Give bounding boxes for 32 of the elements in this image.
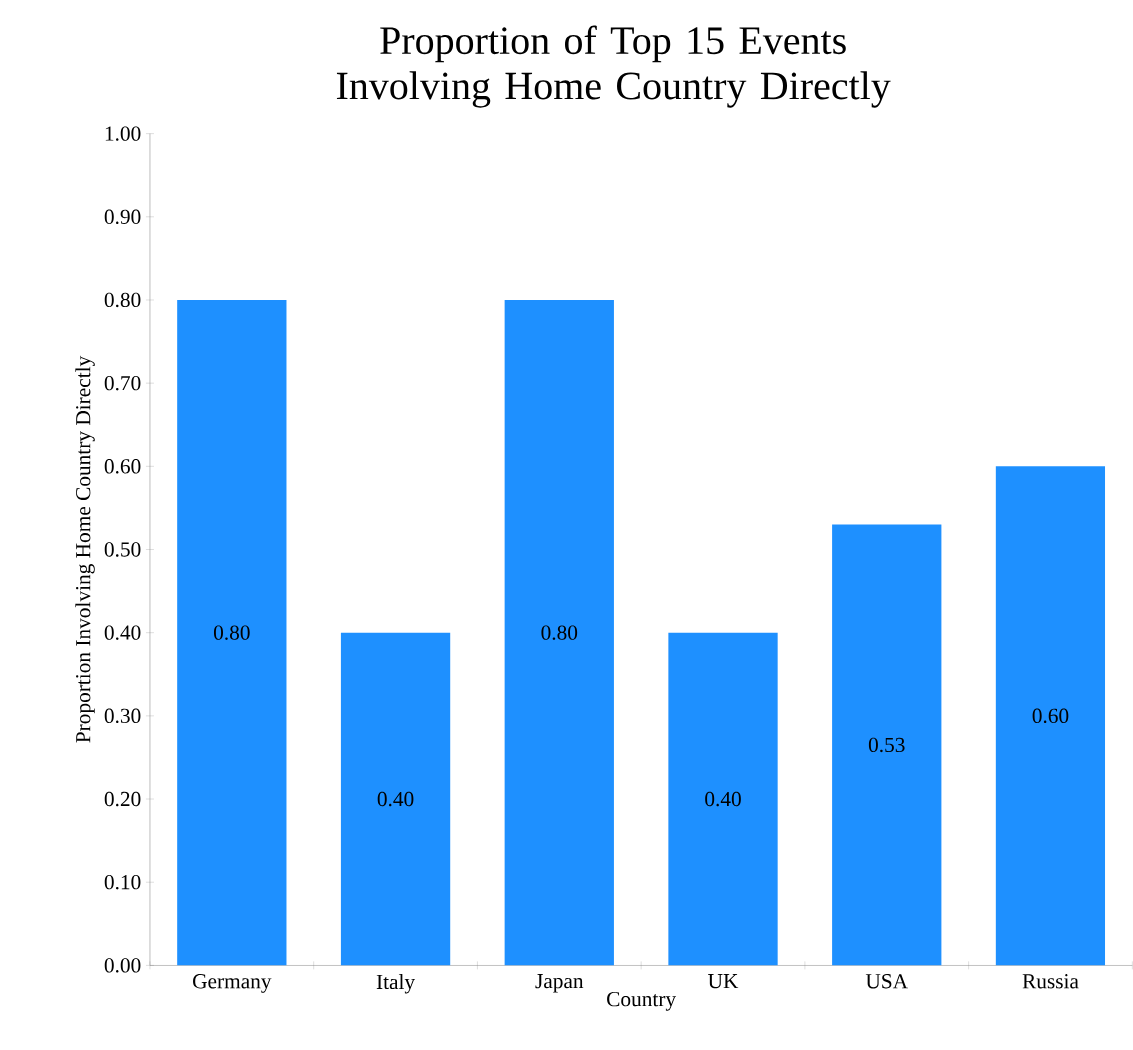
x-tick-label: UK	[708, 973, 739, 989]
y-tick-label: 0.10	[104, 874, 141, 890]
x-tick-label: Russia	[1022, 973, 1079, 989]
bar	[504, 299, 614, 966]
data-label: 0.80	[213, 625, 250, 640]
bar	[995, 466, 1106, 966]
data-label: 0.80	[541, 625, 578, 640]
y-tick-label: 0.50	[104, 542, 141, 557]
chart-title: Proportion of Top 15 Events Involving Home Country Directly	[336, 25, 891, 108]
bar	[668, 632, 778, 966]
data-label: 0.60	[1032, 708, 1069, 723]
x-tick-label: Japan	[535, 973, 584, 993]
y-tick-label: 0.90	[104, 209, 141, 224]
y-tick-label: 0.80	[104, 292, 141, 308]
y-axis-title: Proportion Involving Home Country Directly	[75, 355, 95, 743]
bar	[340, 632, 451, 966]
x-tick-label: Germany	[193, 973, 272, 993]
x-tick-label: USA	[865, 973, 908, 989]
y-tick-label: 0.70	[104, 375, 141, 391]
bar	[177, 299, 287, 966]
y-tick-label: 0.40	[104, 625, 141, 640]
x-tick-label: Italy	[376, 973, 416, 994]
y-tick-label: 1.00	[105, 126, 141, 141]
x-axis-title: Country	[607, 991, 677, 1011]
data-label: 0.40	[377, 791, 414, 807]
bar	[832, 524, 942, 966]
y-tick-label: 0.60	[104, 458, 141, 474]
y-tick-label: 0.00	[104, 957, 141, 973]
y-tick-label: 0.20	[104, 791, 141, 807]
y-tick-label: 0.30	[104, 708, 141, 723]
data-label: 0.53	[868, 737, 905, 753]
data-label: 0.40	[705, 791, 741, 807]
